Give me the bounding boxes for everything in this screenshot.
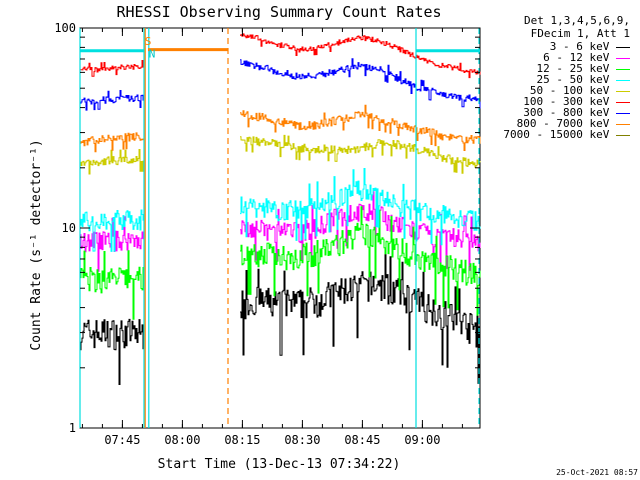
- x-tick-label: 08:00: [164, 433, 200, 447]
- series-3-6-kev: [80, 254, 481, 385]
- legend-label: 3 - 6 keV: [549, 40, 616, 53]
- series-trace: [240, 254, 481, 385]
- series-trace: [80, 149, 145, 175]
- series-trace: [240, 134, 481, 174]
- x-tick-label: 08:30: [284, 433, 320, 447]
- legend-entry: 100 - 300 keV: [523, 95, 630, 108]
- legend-swatch: [616, 112, 630, 114]
- legend-label: 300 - 800 keV: [523, 106, 616, 119]
- legend-swatch: [616, 57, 630, 59]
- y-tick-label: 1: [69, 421, 76, 435]
- legend-label: 800 - 7000 keV: [516, 117, 616, 130]
- legend-header: FDecim 1, Att 1: [530, 27, 630, 40]
- series-trace: [80, 60, 145, 77]
- series-300-800-kev: [80, 58, 481, 111]
- legend-entry: 6 - 12 keV: [543, 51, 630, 64]
- legend-swatch: [616, 79, 630, 81]
- chart-title: RHESSI Observing Summary Count Rates: [116, 3, 441, 21]
- legend-entry: 25 - 50 keV: [537, 73, 630, 86]
- y-tick-label: 100: [54, 21, 76, 35]
- series-trace: [240, 58, 481, 109]
- series-trace: [80, 90, 145, 111]
- legend-entry: 12 - 25 keV: [537, 62, 630, 75]
- legend-swatch: [616, 46, 630, 48]
- s-marker-label: S: [145, 35, 152, 48]
- legend-label: 100 - 300 keV: [523, 95, 616, 108]
- series-trace: [80, 209, 145, 252]
- legend-entry: 3 - 6 keV: [550, 40, 630, 53]
- legend-swatch: [616, 123, 630, 125]
- series-trace: [80, 318, 145, 385]
- legend-entry: 300 - 800 keV: [523, 106, 630, 119]
- legend-label: 50 - 100 keV: [529, 84, 616, 97]
- series-layer: [80, 33, 481, 385]
- x-tick-label: 07:45: [104, 433, 140, 447]
- x-axis-label: Start Time (13-Dec-13 07:34:22): [158, 457, 401, 472]
- legend-label: 7000 - 15000 keV: [503, 128, 616, 141]
- x-tick-label: 09:00: [404, 433, 440, 447]
- timestamp: 25-Oct-2021 08:57: [556, 468, 638, 477]
- y-tick-label: 10: [62, 221, 76, 235]
- markers-layer: SN: [79, 28, 480, 428]
- series-100-300-kev: [80, 33, 481, 79]
- legend-swatch: [616, 90, 630, 92]
- legend-header: Det 1,3,4,5,6,9,: [524, 14, 630, 27]
- series-trace: [80, 250, 145, 320]
- series-50-100-kev: [80, 134, 481, 175]
- legend-swatch: [616, 134, 630, 136]
- series-trace: [240, 33, 481, 79]
- series-trace: [80, 132, 145, 153]
- axes-layer: 1 10 100 07:45 08:00 08:15 08:30 08:45 09:00: [54, 21, 480, 447]
- series-25-50-kev: [80, 168, 481, 252]
- legend-label: 12 - 25 keV: [536, 62, 616, 75]
- legend-entry: 7000 - 15000 keV: [503, 128, 630, 141]
- legend-label: 25 - 50 keV: [536, 73, 616, 86]
- x-tick-label: 08:15: [224, 433, 260, 447]
- legend-label: 6 - 12 keV: [543, 51, 616, 64]
- legend-entry: 50 - 100 keV: [530, 84, 630, 97]
- series-trace: [80, 216, 145, 272]
- series-12-25-kev: [80, 206, 481, 320]
- y-axis-label: Count Rate (s⁻¹ detector⁻¹): [29, 139, 44, 350]
- legend-entry: 800 - 7000 keV: [517, 117, 630, 130]
- series-trace: [240, 168, 481, 246]
- series-trace: [240, 206, 481, 316]
- series-trace: [240, 104, 481, 151]
- legend-swatch: [616, 68, 630, 70]
- x-tick-label: 08:45: [344, 433, 380, 447]
- legend-swatch: [616, 101, 630, 103]
- series-800-7000-kev: [80, 104, 481, 153]
- n-marker-label: N: [149, 48, 156, 61]
